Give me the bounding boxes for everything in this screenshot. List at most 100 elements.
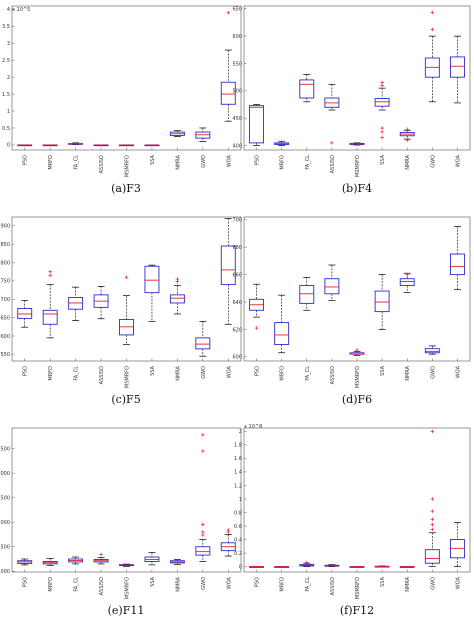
box-MSMRFO [119, 563, 134, 567]
box-SSA [144, 144, 160, 147]
box-iqr [424, 549, 440, 564]
x-tick-label: ASSISO [99, 366, 105, 384]
outlier-marker [254, 326, 259, 330]
x-tick-label: GWO [201, 155, 207, 168]
panel-f4: (b)F4 400 450 500 550 600 650 PSO MRFO FA_CL ASSI… [232, 5, 471, 195]
y-tick-label: 750 [0, 279, 10, 285]
box-WOA [449, 522, 465, 567]
x-tick-label: MSMRFO [355, 577, 361, 599]
box-iqr [424, 348, 440, 354]
y-tick-label: 550 [232, 61, 242, 67]
box-MSMRFO [119, 275, 134, 345]
box-iqr [449, 253, 465, 276]
plot-frame [243, 216, 471, 362]
x-tick-label: MSMRFO [355, 366, 361, 388]
y-tick-label: 0.4 [234, 537, 242, 543]
outlier-marker [380, 80, 384, 85]
box-ASSISO [93, 144, 109, 147]
box-MSMRFO [349, 566, 365, 568]
box-WOA [449, 226, 465, 291]
box-MSMRFO [349, 142, 365, 146]
x-tick-label: ASSISO [99, 155, 105, 173]
box-GWO [424, 429, 440, 567]
panel-f3: x 10^5 (a)F3 0 0.5 1 1.5 2 2.5 3 3.5 4 PSO MRFO FA_… [2, 5, 242, 195]
box-SSA [144, 552, 160, 566]
plot-frame [11, 5, 242, 151]
x-tick-label: MRFO [48, 577, 54, 592]
box-iqr [195, 546, 211, 556]
x-tick-label: FA_CL [305, 366, 311, 381]
y-tick-label: 3500 [0, 446, 10, 452]
box-iqr [299, 79, 315, 99]
box-GWO [195, 320, 211, 357]
x-tick-label: FA_CL [74, 577, 80, 592]
box-FA_CL [68, 556, 84, 565]
x-tick-label: NMRA [175, 576, 181, 591]
x-tick-label: WOA [226, 365, 232, 378]
outlier-marker [201, 449, 205, 453]
box-FA_CL [68, 286, 84, 321]
box-MRFO [42, 144, 58, 147]
y-tick-label: 2.5 [2, 58, 10, 64]
outlier-marker [201, 522, 205, 527]
f6-caption: (d)F6 [342, 393, 372, 406]
box-PSO [17, 144, 33, 147]
x-tick-label: SSA [150, 154, 156, 164]
y-tick-label: 0.5 [2, 126, 10, 132]
x-tick-label: NMRA [405, 154, 411, 169]
y-tick-label: 1.4 [234, 470, 242, 476]
x-tick-label: NMRA [405, 576, 411, 591]
x-tick-label: GWO [430, 577, 436, 590]
x-tick-label: FA_CL [74, 155, 80, 170]
box-MRFO [274, 566, 290, 568]
box-ASSISO [324, 264, 340, 302]
x-tick-label: NMRA [405, 365, 411, 380]
outlier-marker [175, 277, 180, 281]
f3-caption: (a)F3 [111, 182, 141, 195]
y-tick-label: 620 [232, 327, 242, 333]
outlier-marker [430, 527, 435, 532]
x-tick-label: MSMRFO [125, 155, 131, 177]
x-tick-label: SSA [150, 365, 156, 375]
box-iqr [195, 337, 211, 350]
box-SSA [144, 264, 160, 322]
y-tick-label: 1.6 [234, 456, 242, 462]
y-tick-label: 650 [0, 315, 10, 321]
outlier-marker [430, 509, 435, 513]
box-NMRA [399, 272, 415, 293]
x-tick-label: WOA [226, 154, 232, 167]
outlier-marker [430, 522, 435, 527]
box-iqr [249, 105, 265, 144]
x-tick-label: SSA [380, 154, 386, 164]
x-tick-label: ASSISO [99, 577, 105, 595]
x-tick-label: MSMRFO [355, 155, 361, 177]
x-tick-label: PSO [23, 577, 29, 587]
box-PSO [249, 104, 265, 146]
y-tick-label: 450 [232, 116, 242, 122]
outlier-marker [355, 348, 359, 352]
x-tick-label: MSMRFO [125, 366, 131, 388]
outlier-marker [430, 27, 435, 32]
box-MSMRFO [349, 348, 365, 356]
y-tick-label: 2500 [0, 495, 10, 501]
y-tick-label: 1.8 [234, 443, 242, 449]
panel-f6: (d)F6 600 620 640 660 680 700 PSO MRFO FA_CL ASSI… [232, 216, 471, 406]
outlier-marker [304, 560, 309, 565]
y-tick-label: 600 [232, 34, 242, 40]
box-iqr [449, 56, 465, 78]
y-tick-label: 600 [0, 334, 10, 340]
outlier-marker [430, 497, 435, 501]
x-tick-label: ASSISO [330, 155, 336, 173]
outlier-marker [226, 528, 231, 532]
box-iqr [374, 290, 390, 313]
x-tick-label: MRFO [48, 366, 54, 381]
y-tick-label: 650 [232, 7, 242, 13]
y-tick-label: 700 [232, 218, 242, 224]
box-PSO [249, 283, 265, 330]
box-iqr [324, 278, 340, 295]
box-iqr [299, 285, 315, 304]
y-tick-label: 2000 [0, 520, 10, 526]
box-PSO [17, 558, 33, 566]
x-tick-label: NMRA [175, 365, 181, 380]
